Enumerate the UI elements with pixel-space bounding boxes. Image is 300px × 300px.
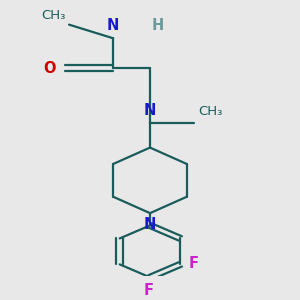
Text: CH₃: CH₃ bbox=[198, 105, 222, 118]
Text: O: O bbox=[44, 61, 56, 76]
Text: N: N bbox=[144, 217, 156, 232]
Text: CH₃: CH₃ bbox=[41, 9, 65, 22]
Text: H: H bbox=[151, 18, 164, 33]
Text: N: N bbox=[144, 103, 156, 118]
Text: N: N bbox=[107, 18, 119, 33]
Text: F: F bbox=[143, 284, 153, 298]
Text: F: F bbox=[188, 256, 198, 271]
